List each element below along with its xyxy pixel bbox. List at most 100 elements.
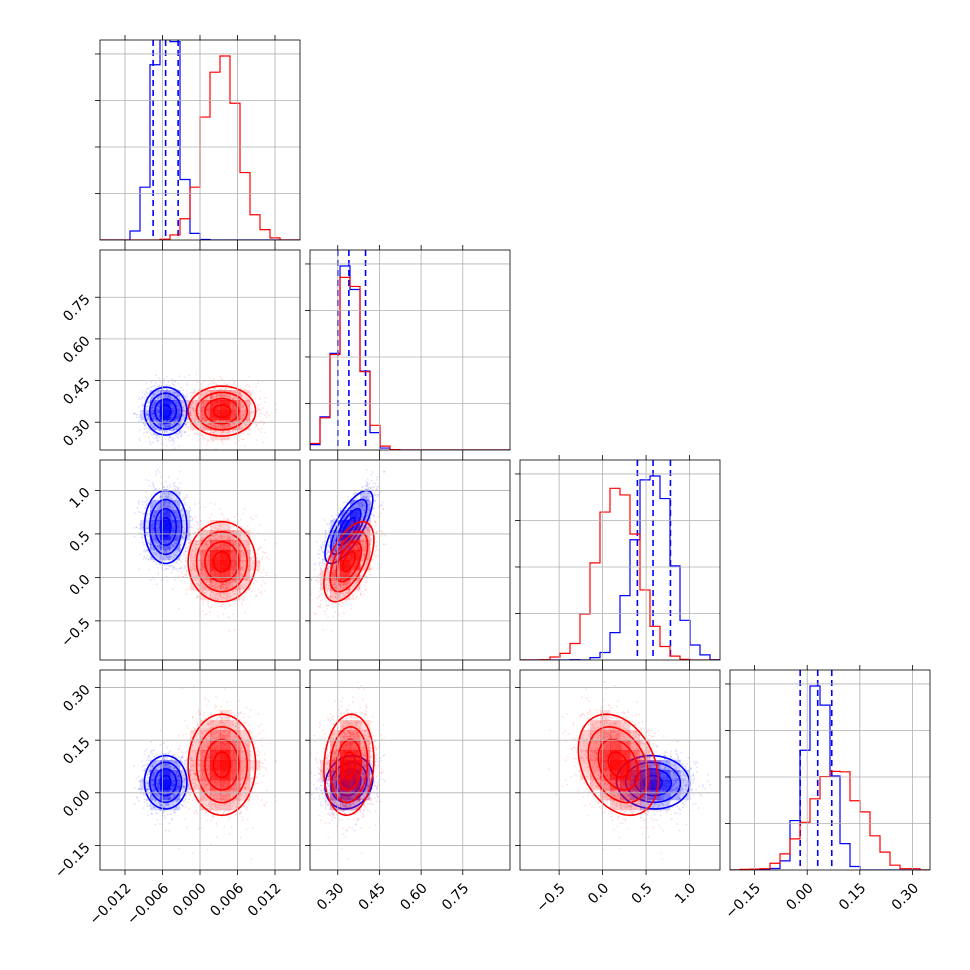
sample-point — [190, 423, 192, 426]
sample-point — [193, 391, 196, 394]
sample-point — [153, 514, 156, 516]
sample-point — [246, 383, 249, 386]
sample-point — [177, 394, 180, 397]
sample-point — [169, 397, 172, 400]
sample-point — [215, 389, 218, 391]
sample-point — [209, 394, 212, 397]
sample-point — [251, 410, 254, 413]
sample-point — [241, 417, 244, 420]
sample-point — [148, 420, 151, 423]
sample-point — [144, 506, 147, 509]
sample-point — [181, 413, 184, 416]
sample-point — [172, 500, 175, 502]
sample-point — [192, 429, 195, 432]
sample-point — [191, 400, 194, 403]
sample-point — [160, 563, 162, 565]
sample-point — [208, 423, 211, 425]
sample-point — [195, 424, 198, 427]
sample-point — [186, 494, 188, 496]
sample-point — [209, 396, 212, 398]
density-cell — [240, 390, 251, 401]
sample-point — [186, 405, 188, 408]
density-cell — [220, 430, 231, 441]
histogram-panel-0 — [100, 40, 300, 240]
sample-point — [174, 447, 176, 450]
density-cell — [210, 420, 221, 431]
sample-point — [168, 392, 171, 395]
sample-point — [153, 384, 156, 387]
sample-point — [155, 433, 158, 436]
sample-point — [170, 397, 172, 399]
sample-point — [166, 425, 169, 427]
sample-point — [175, 561, 178, 564]
sample-point — [166, 393, 168, 396]
sample-point — [157, 573, 160, 576]
sample-point — [168, 440, 171, 443]
sample-point — [167, 395, 170, 398]
sample-point — [183, 531, 186, 534]
sample-point — [151, 397, 153, 400]
sample-point — [163, 505, 166, 508]
sample-point — [250, 411, 253, 414]
sample-point — [152, 394, 155, 397]
sample-point — [231, 377, 234, 380]
sample-point — [252, 410, 255, 413]
sample-point — [239, 394, 242, 397]
sample-point — [188, 506, 191, 509]
sample-point — [150, 493, 153, 496]
sample-point — [180, 403, 183, 405]
sample-point — [214, 425, 217, 427]
sample-point — [163, 502, 166, 505]
sample-point — [177, 382, 180, 385]
contour-red — [195, 391, 249, 431]
sample-point — [165, 426, 168, 428]
sample-point — [206, 423, 209, 426]
sample-point — [147, 558, 150, 561]
sample-point — [167, 425, 170, 428]
sample-point — [261, 412, 263, 415]
sample-point — [147, 413, 150, 415]
sample-point — [191, 392, 193, 395]
sample-point — [158, 429, 161, 432]
sample-point — [153, 433, 156, 435]
sample-point — [240, 416, 243, 419]
sample-point — [173, 540, 176, 543]
sample-point — [179, 543, 182, 546]
sample-point — [205, 451, 207, 453]
sample-point — [183, 550, 186, 553]
sample-point — [240, 404, 242, 406]
sample-point — [178, 470, 181, 473]
sample-point — [212, 388, 214, 391]
sample-point — [170, 423, 173, 426]
sample-point — [255, 424, 258, 427]
sample-point — [171, 429, 174, 432]
sample-point — [141, 541, 144, 544]
sample-point — [193, 397, 196, 400]
sample-point — [198, 388, 201, 391]
sample-point — [155, 540, 158, 543]
sample-point — [258, 408, 261, 411]
sample-point — [238, 392, 241, 395]
sample-point — [156, 540, 158, 542]
sample-point — [169, 396, 172, 399]
sample-point — [260, 410, 263, 412]
sample-point — [146, 419, 149, 422]
sample-point — [153, 395, 156, 398]
sample-point — [208, 384, 210, 386]
sample-point — [158, 553, 161, 555]
sample-point — [147, 414, 150, 417]
sample-point — [189, 412, 192, 415]
sample-point — [165, 384, 167, 386]
sample-point — [232, 422, 235, 425]
sample-point — [156, 468, 159, 471]
sample-point — [160, 423, 163, 425]
histogram-red — [100, 55, 300, 240]
sample-point — [142, 550, 145, 553]
sample-point — [225, 387, 228, 390]
sample-point — [183, 417, 186, 419]
sample-point — [264, 431, 266, 434]
sample-point — [148, 417, 151, 420]
density-cell — [220, 390, 231, 401]
sample-point — [262, 406, 265, 409]
sample-point — [194, 433, 197, 435]
